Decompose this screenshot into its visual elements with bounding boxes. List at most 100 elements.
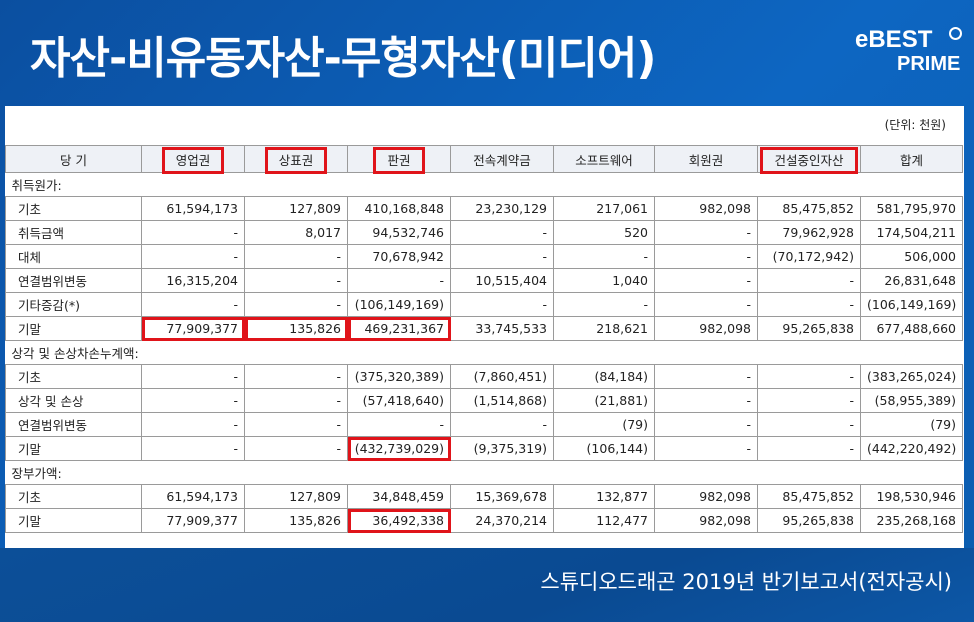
table-cell: 61,594,173	[141, 484, 245, 509]
table-cell: -	[141, 412, 245, 437]
table-row: 기초 - - (375,320,389) (7,860,451) (84,184) - - (3…	[5, 364, 963, 389]
table-row: 기타증감(*) - - (106,149,169) - - - - (106,149,169)	[5, 292, 963, 317]
column-header: 전속계약금	[450, 145, 554, 173]
row-label: 기초	[5, 196, 142, 221]
column-header-label: 상표권	[264, 146, 328, 174]
table-row: 기초 61,594,173 127,809 34,848,459 15,369,678 1…	[5, 484, 963, 509]
row-label: 상각 및 손상	[5, 388, 142, 413]
table-cell: -	[654, 220, 758, 245]
column-header: 영업권	[141, 145, 245, 174]
table-cell: 982,098	[654, 508, 758, 533]
table-cell: 95,265,838	[757, 508, 861, 533]
column-header: 회원권	[654, 145, 758, 173]
unit-label: (단위: 천원)	[884, 118, 946, 132]
table-cell: -	[757, 364, 861, 389]
column-header-label: 소프트웨어	[575, 152, 633, 168]
table-cell: -	[450, 412, 554, 437]
table-cell: -	[450, 244, 554, 269]
table-cell: -	[553, 292, 655, 317]
table-cell: 677,488,660	[860, 316, 963, 341]
slide-title: 자산-비유동자산-무형자산(미디어)	[30, 33, 656, 84]
table-cell: -	[244, 388, 348, 413]
column-header: 건설중인자산	[757, 145, 861, 174]
table-cell: -	[654, 244, 758, 269]
table-row: 기초 61,594,173 127,809 410,168,848 23,230,129…	[5, 196, 963, 221]
logo-line1: eBEST	[855, 26, 933, 53]
table-cell: -	[757, 292, 861, 317]
table-cell: -	[450, 292, 554, 317]
table-cell: (58,955,389)	[860, 388, 963, 413]
table-cell: -	[244, 364, 348, 389]
table-cell: -	[654, 292, 758, 317]
row-label: 기타증감(*)	[5, 292, 142, 317]
table-cell: 95,265,838	[757, 316, 861, 341]
table-cell: (383,265,024)	[860, 364, 963, 389]
table-cell: 135,826	[244, 508, 348, 533]
table-cell: (1,514,868)	[450, 388, 554, 413]
column-header-label: 회원권	[688, 152, 724, 168]
table-cell: 174,504,211	[860, 220, 963, 245]
table-cell: 982,098	[654, 316, 758, 341]
table-cell: -	[757, 268, 861, 293]
column-header: 당 기	[5, 145, 142, 173]
table-cell: 218,621	[553, 316, 655, 341]
table-cell: 520	[553, 220, 655, 245]
table-cell: -	[141, 292, 245, 317]
table-cell: (375,320,389)	[347, 364, 451, 389]
table-cell: -	[347, 412, 451, 437]
logo-ring-icon	[949, 27, 962, 40]
table-cell: -	[244, 268, 348, 293]
column-header: 판권	[347, 145, 451, 174]
ebest-prime-logo: eBEST PRIME	[855, 26, 962, 81]
row-label: 기말	[5, 508, 142, 533]
section-label: 취득원가:	[5, 172, 963, 197]
table-cell: -	[654, 364, 758, 389]
table-cell: 127,809	[244, 484, 348, 509]
table-cell: 132,877	[553, 484, 655, 509]
table-row: 취득금액 -8,017 94,532,746-520-79,962,928 174,5…	[5, 220, 963, 245]
row-label: 기말	[5, 436, 142, 461]
table-cell: 198,530,946	[860, 484, 963, 509]
table-row: 기말 77,909,377 135,826 469,231,367 33,745,533…	[5, 316, 963, 341]
table-cell: -	[141, 388, 245, 413]
table-cell: 94,532,746	[347, 220, 451, 245]
row-label: 취득금액	[5, 220, 142, 245]
table-cell: -	[757, 412, 861, 437]
table-cell: (432,739,029)	[347, 436, 451, 461]
table-header-row: 당 기 영업권 상표권 판권 전속계약금 소프트웨어 회원권 건설중인자산 합계	[5, 145, 963, 174]
table-cell: 982,098	[654, 196, 758, 221]
table-cell: (106,149,169)	[347, 292, 451, 317]
table-cell: 506,000	[860, 244, 963, 269]
column-header-label: 당 기	[60, 152, 87, 168]
table-row: 기말 77,909,377 135,826 36,492,338 24,370,214 1…	[5, 508, 963, 533]
logo-line2: PRIME	[897, 53, 961, 75]
table-cell: -	[654, 388, 758, 413]
table-cell: -	[141, 244, 245, 269]
column-header-label: 건설중인자산	[760, 146, 858, 174]
table-cell: (106,144)	[553, 436, 655, 461]
table-cell: -	[450, 220, 554, 245]
table-cell: (79)	[860, 412, 963, 437]
table-cell: -	[757, 388, 861, 413]
table-cell: 24,370,214	[450, 508, 554, 533]
column-header-label: 합계	[899, 152, 923, 168]
row-label: 연결범위변동	[5, 268, 142, 293]
table-cell: 469,231,367	[347, 316, 451, 341]
table-cell: -	[757, 436, 861, 461]
table-cell: -	[244, 436, 348, 461]
table-row: 상각 및 손상 - - (57,418,640) (1,514,868) (21,881)…	[5, 388, 963, 413]
table-cell: (442,220,492)	[860, 436, 963, 461]
table-cell: -	[553, 244, 655, 269]
column-header-label: 전속계약금	[473, 152, 531, 168]
column-header: 소프트웨어	[553, 145, 655, 173]
row-label: 기초	[5, 484, 142, 509]
column-header: 상표권	[244, 145, 348, 174]
table-cell: -	[654, 412, 758, 437]
table-row: 연결범위변동 - - - - (79) - - (79)	[5, 412, 963, 437]
section-row: 장부가액:	[5, 460, 963, 485]
table-cell: 85,475,852	[757, 484, 861, 509]
table-cell: 77,909,377	[141, 316, 245, 341]
section-row: 상각 및 손상차손누계액:	[5, 340, 963, 365]
row-label: 기초	[5, 364, 142, 389]
column-header: 합계	[860, 145, 963, 173]
